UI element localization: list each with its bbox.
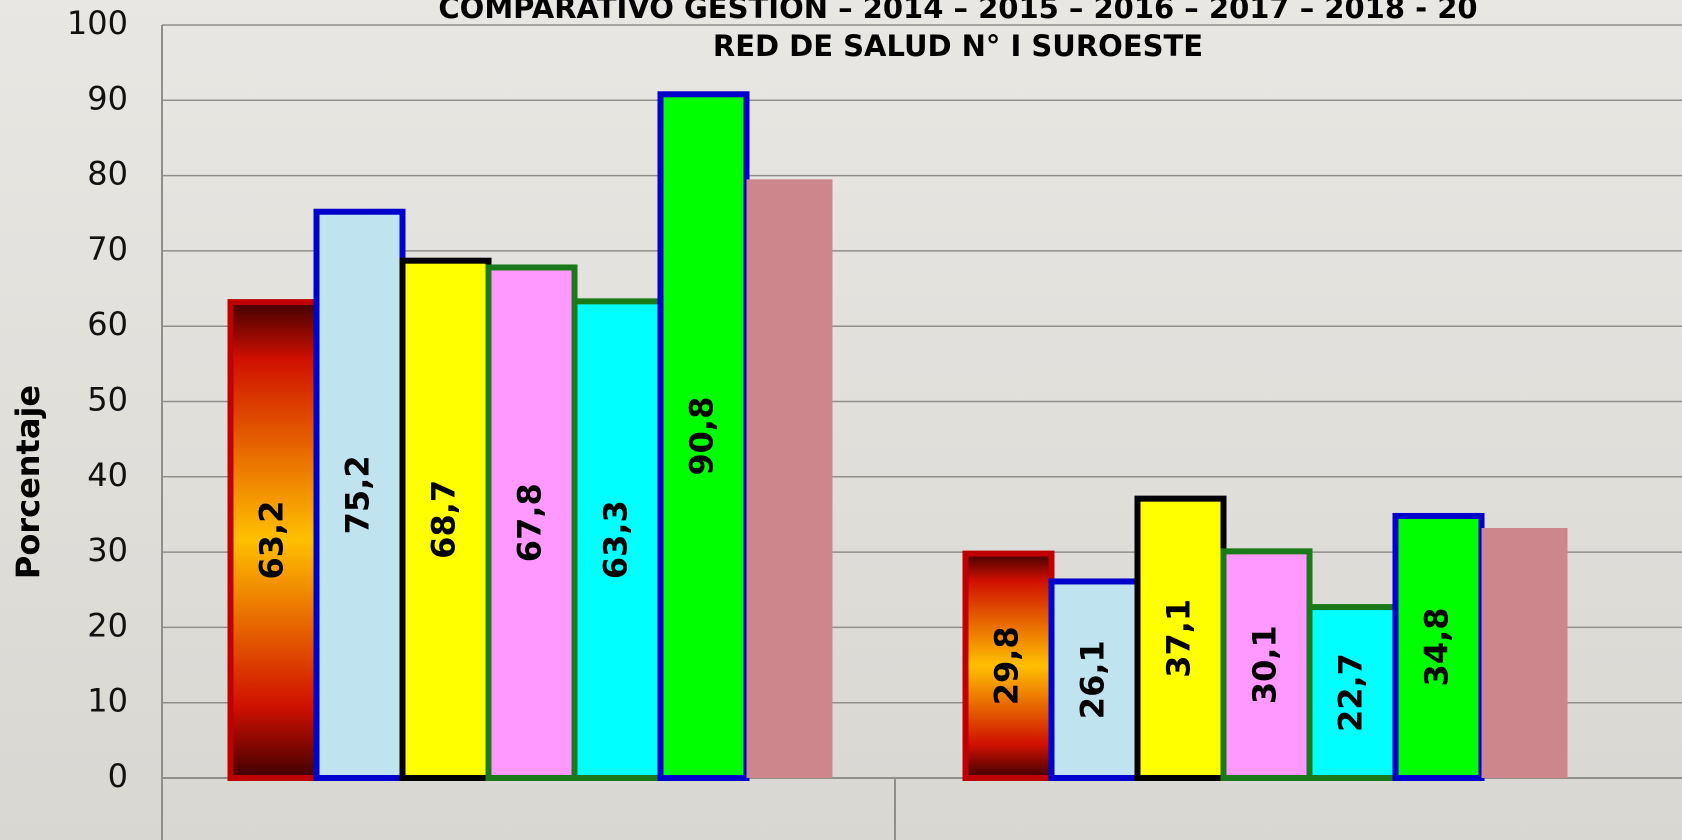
y-tick-label: 90: [87, 79, 128, 117]
y-tick-label: 10: [87, 682, 128, 720]
y-tick-label: 30: [87, 531, 128, 569]
y-axis-label: Porcentaje: [9, 385, 47, 579]
value-label: 63,2: [253, 501, 291, 580]
value-label: 68,7: [425, 480, 463, 559]
page: COMPARATIVO GESTION – 2014 – 2015 – 2016…: [0, 0, 1682, 840]
value-label: 22,7: [1332, 653, 1370, 732]
y-tick-label: 0: [108, 757, 128, 795]
y-tick-label: 100: [67, 4, 128, 42]
value-label: 75,2: [339, 455, 377, 534]
chart: COMPARATIVO GESTION – 2014 – 2015 – 2016…: [0, 0, 1682, 840]
y-tick-label: 70: [87, 230, 128, 268]
chart-subtitle: RED DE SALUD N° I SUROESTE: [713, 29, 1203, 63]
bar: [1482, 528, 1568, 778]
value-label: 34,8: [1418, 608, 1456, 687]
value-label: 90,8: [683, 397, 721, 476]
y-tick-label: 60: [87, 305, 128, 343]
y-tick-label: 80: [87, 155, 128, 193]
value-label: 67,8: [511, 483, 549, 562]
value-label: 63,3: [597, 500, 635, 579]
bar: [747, 179, 833, 778]
y-tick-label: 50: [87, 381, 128, 419]
y-tick-label: 40: [87, 456, 128, 494]
y-tick-label: 20: [87, 606, 128, 644]
chart-title: COMPARATIVO GESTION – 2014 – 2015 – 2016…: [438, 0, 1477, 25]
value-label: 29,8: [988, 626, 1026, 705]
value-label: 30,1: [1246, 625, 1284, 704]
value-label: 37,1: [1160, 599, 1198, 678]
value-label: 26,1: [1074, 640, 1112, 719]
